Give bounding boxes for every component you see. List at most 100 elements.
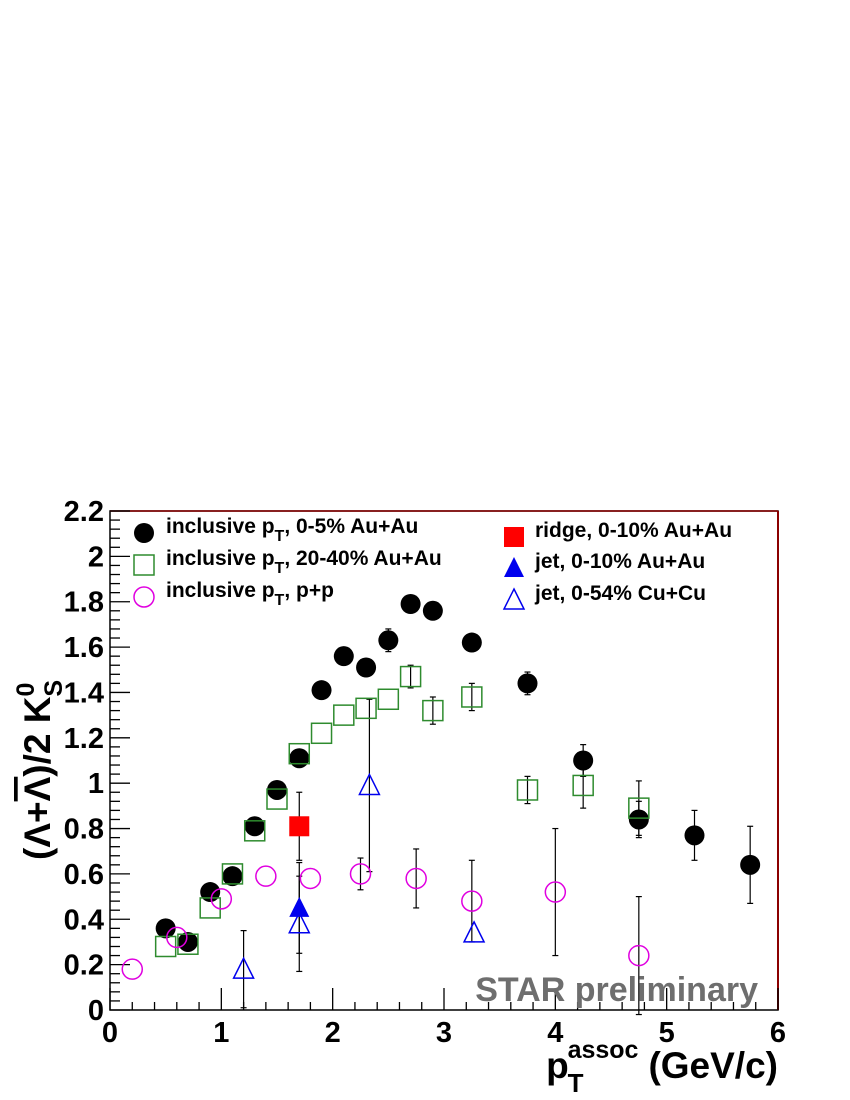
data-point-s2-p5 (349, 863, 372, 885)
data-point-s0-p13 (461, 632, 482, 653)
data-point-s0-p1 (177, 931, 198, 952)
x-tick-label: 1 (213, 1017, 229, 1049)
data-point-s1-p3 (221, 863, 244, 885)
data-point-s0-p7 (311, 680, 332, 701)
y-tick-label: 0.8 (64, 814, 104, 846)
data-point-s0-p11 (400, 593, 421, 614)
legend-label-0-post: , 0-5% Au+Au (284, 515, 418, 538)
legend-label-3: ridge, 0-10% Au+Au (535, 519, 732, 542)
legend-label-0-sub: T (275, 528, 285, 545)
x-axis-title-unit: (GeV/c) (648, 1045, 778, 1086)
data-point-s1-p16 (628, 797, 650, 819)
y-tick-label: 2 (88, 541, 104, 573)
data-point-s0-p6 (289, 748, 310, 769)
legend-label-1-sub: T (275, 560, 285, 577)
data-point-s0-p4 (244, 816, 265, 837)
legend-label-0-text: inclusive p (166, 515, 275, 538)
data-point-s1-p5 (266, 788, 288, 810)
y-tick-label: 1.8 (64, 587, 104, 619)
legend-marker-0 (134, 523, 154, 543)
data-point-s0-p12 (422, 600, 443, 621)
data-point-s1-p1 (177, 933, 199, 955)
data-point-s0-p14 (517, 673, 538, 694)
legend-label-0: inclusive pT, 0-5% Au+Au (166, 515, 418, 545)
legend-marker-2 (133, 586, 155, 608)
data-point-s2-p1 (166, 926, 188, 949)
y-tick-label: 1.4 (64, 677, 104, 709)
data-point-s1-p8 (333, 704, 355, 726)
data-point-s5-p2 (358, 772, 381, 796)
data-point-s2-p3 (255, 865, 277, 887)
y-tick-label: 0.6 (64, 859, 104, 891)
y-tick-label: 2.2 (64, 496, 104, 528)
y-axis-title-bar: Λ (17, 776, 58, 801)
data-point-s2-p9 (628, 944, 650, 967)
legend-label-4: jet, 0-10% Au+Au (534, 550, 705, 573)
data-point-s0-p18 (740, 854, 761, 875)
y-axis: 0 0.2 0.4 0.6 0.8 1 1.2 1.4 1.6 1.8 2 2.2 (64, 496, 130, 1027)
x-axis-title-main: p (546, 1045, 569, 1086)
legend-label-5: jet, 0-54% Cu+Cu (534, 582, 706, 605)
legend-label-2-sub: T (275, 592, 285, 609)
data-point-s2-p8 (544, 881, 567, 903)
data-point-s5-p3 (462, 920, 486, 943)
x-axis-title-sub: T (568, 1068, 584, 1098)
data-point-s0-p10 (378, 630, 399, 651)
x-tick-label: 4 (547, 1017, 563, 1049)
x-axis: 0 1 2 3 4 5 6 (102, 988, 786, 1049)
y-axis-title-mid: )/2 K (17, 696, 58, 776)
data-point-s1-p13 (461, 686, 483, 708)
x-tick-label: 3 (436, 1017, 452, 1049)
watermark: STAR preliminary (475, 971, 758, 1009)
data-point-s0-p8 (333, 646, 354, 667)
data-point-s0-p2 (200, 882, 221, 903)
y-tick-label: 0.4 (64, 904, 104, 936)
legend-label-5-text: jet, 0-54% Cu+Cu (534, 582, 706, 605)
data-point-s1-p11 (399, 665, 422, 688)
x-tick-label: 5 (659, 1017, 675, 1049)
x-tick-label: 0 (102, 1017, 118, 1049)
data-point-s0-p3 (222, 866, 243, 887)
data-point-s1-p2 (199, 897, 221, 919)
x-tick-label: 2 (325, 1017, 341, 1049)
data-point-s4-p0 (289, 896, 310, 917)
legend-label-3-text: ridge, 0-10% Au+Au (535, 519, 732, 542)
data-point-s1-p12 (422, 699, 444, 722)
data-point-s5-p1 (288, 911, 311, 934)
y-tick-label: 0.2 (64, 950, 104, 982)
data-point-s0-p16 (628, 809, 649, 830)
y-tick-label: 1.6 (64, 632, 104, 664)
y-axis-title-sub: S (40, 680, 68, 697)
data-point-s0-p0 (155, 918, 176, 939)
legend-marker-3 (504, 527, 524, 547)
legend-marker-5 (502, 587, 526, 610)
data-point-s0-p5 (267, 779, 287, 800)
legend-label-1-post: , 20-40% Au+Au (284, 547, 441, 570)
x-tick-label: 6 (770, 1017, 786, 1049)
data-point-s2-p2 (210, 888, 233, 910)
data-point-s0-p9 (356, 657, 377, 678)
legend-label-2: inclusive pT, p+p (166, 579, 334, 609)
data-point-s5-p0 (232, 956, 255, 979)
legend-label-1: inclusive pT, 20-40% Au+Au (166, 547, 442, 577)
data-point-s0-p17 (684, 825, 705, 846)
y-tick-label: 1.2 (64, 723, 104, 755)
data-point-s1-p4 (243, 820, 266, 842)
y-tick-label: 0 (88, 995, 104, 1027)
data-point-s2-p6 (405, 867, 427, 890)
data-point-s1-p9 (355, 697, 377, 720)
y-axis-title-pre: (Λ+ (17, 801, 58, 860)
data-point-s2-p0 (121, 958, 144, 980)
data-point-s1-p15 (572, 774, 594, 797)
data-point-s0-p15 (573, 750, 594, 771)
y-tick-label: 1 (88, 768, 104, 800)
legend-label-1-text: inclusive p (166, 547, 275, 570)
data-point-s2-p4 (299, 867, 322, 890)
legend-label-4-text: jet, 0-10% Au+Au (534, 550, 705, 573)
markers (121, 593, 761, 980)
legend-label-2-post: , p+p (284, 579, 334, 602)
legend-marker-4 (504, 557, 524, 577)
